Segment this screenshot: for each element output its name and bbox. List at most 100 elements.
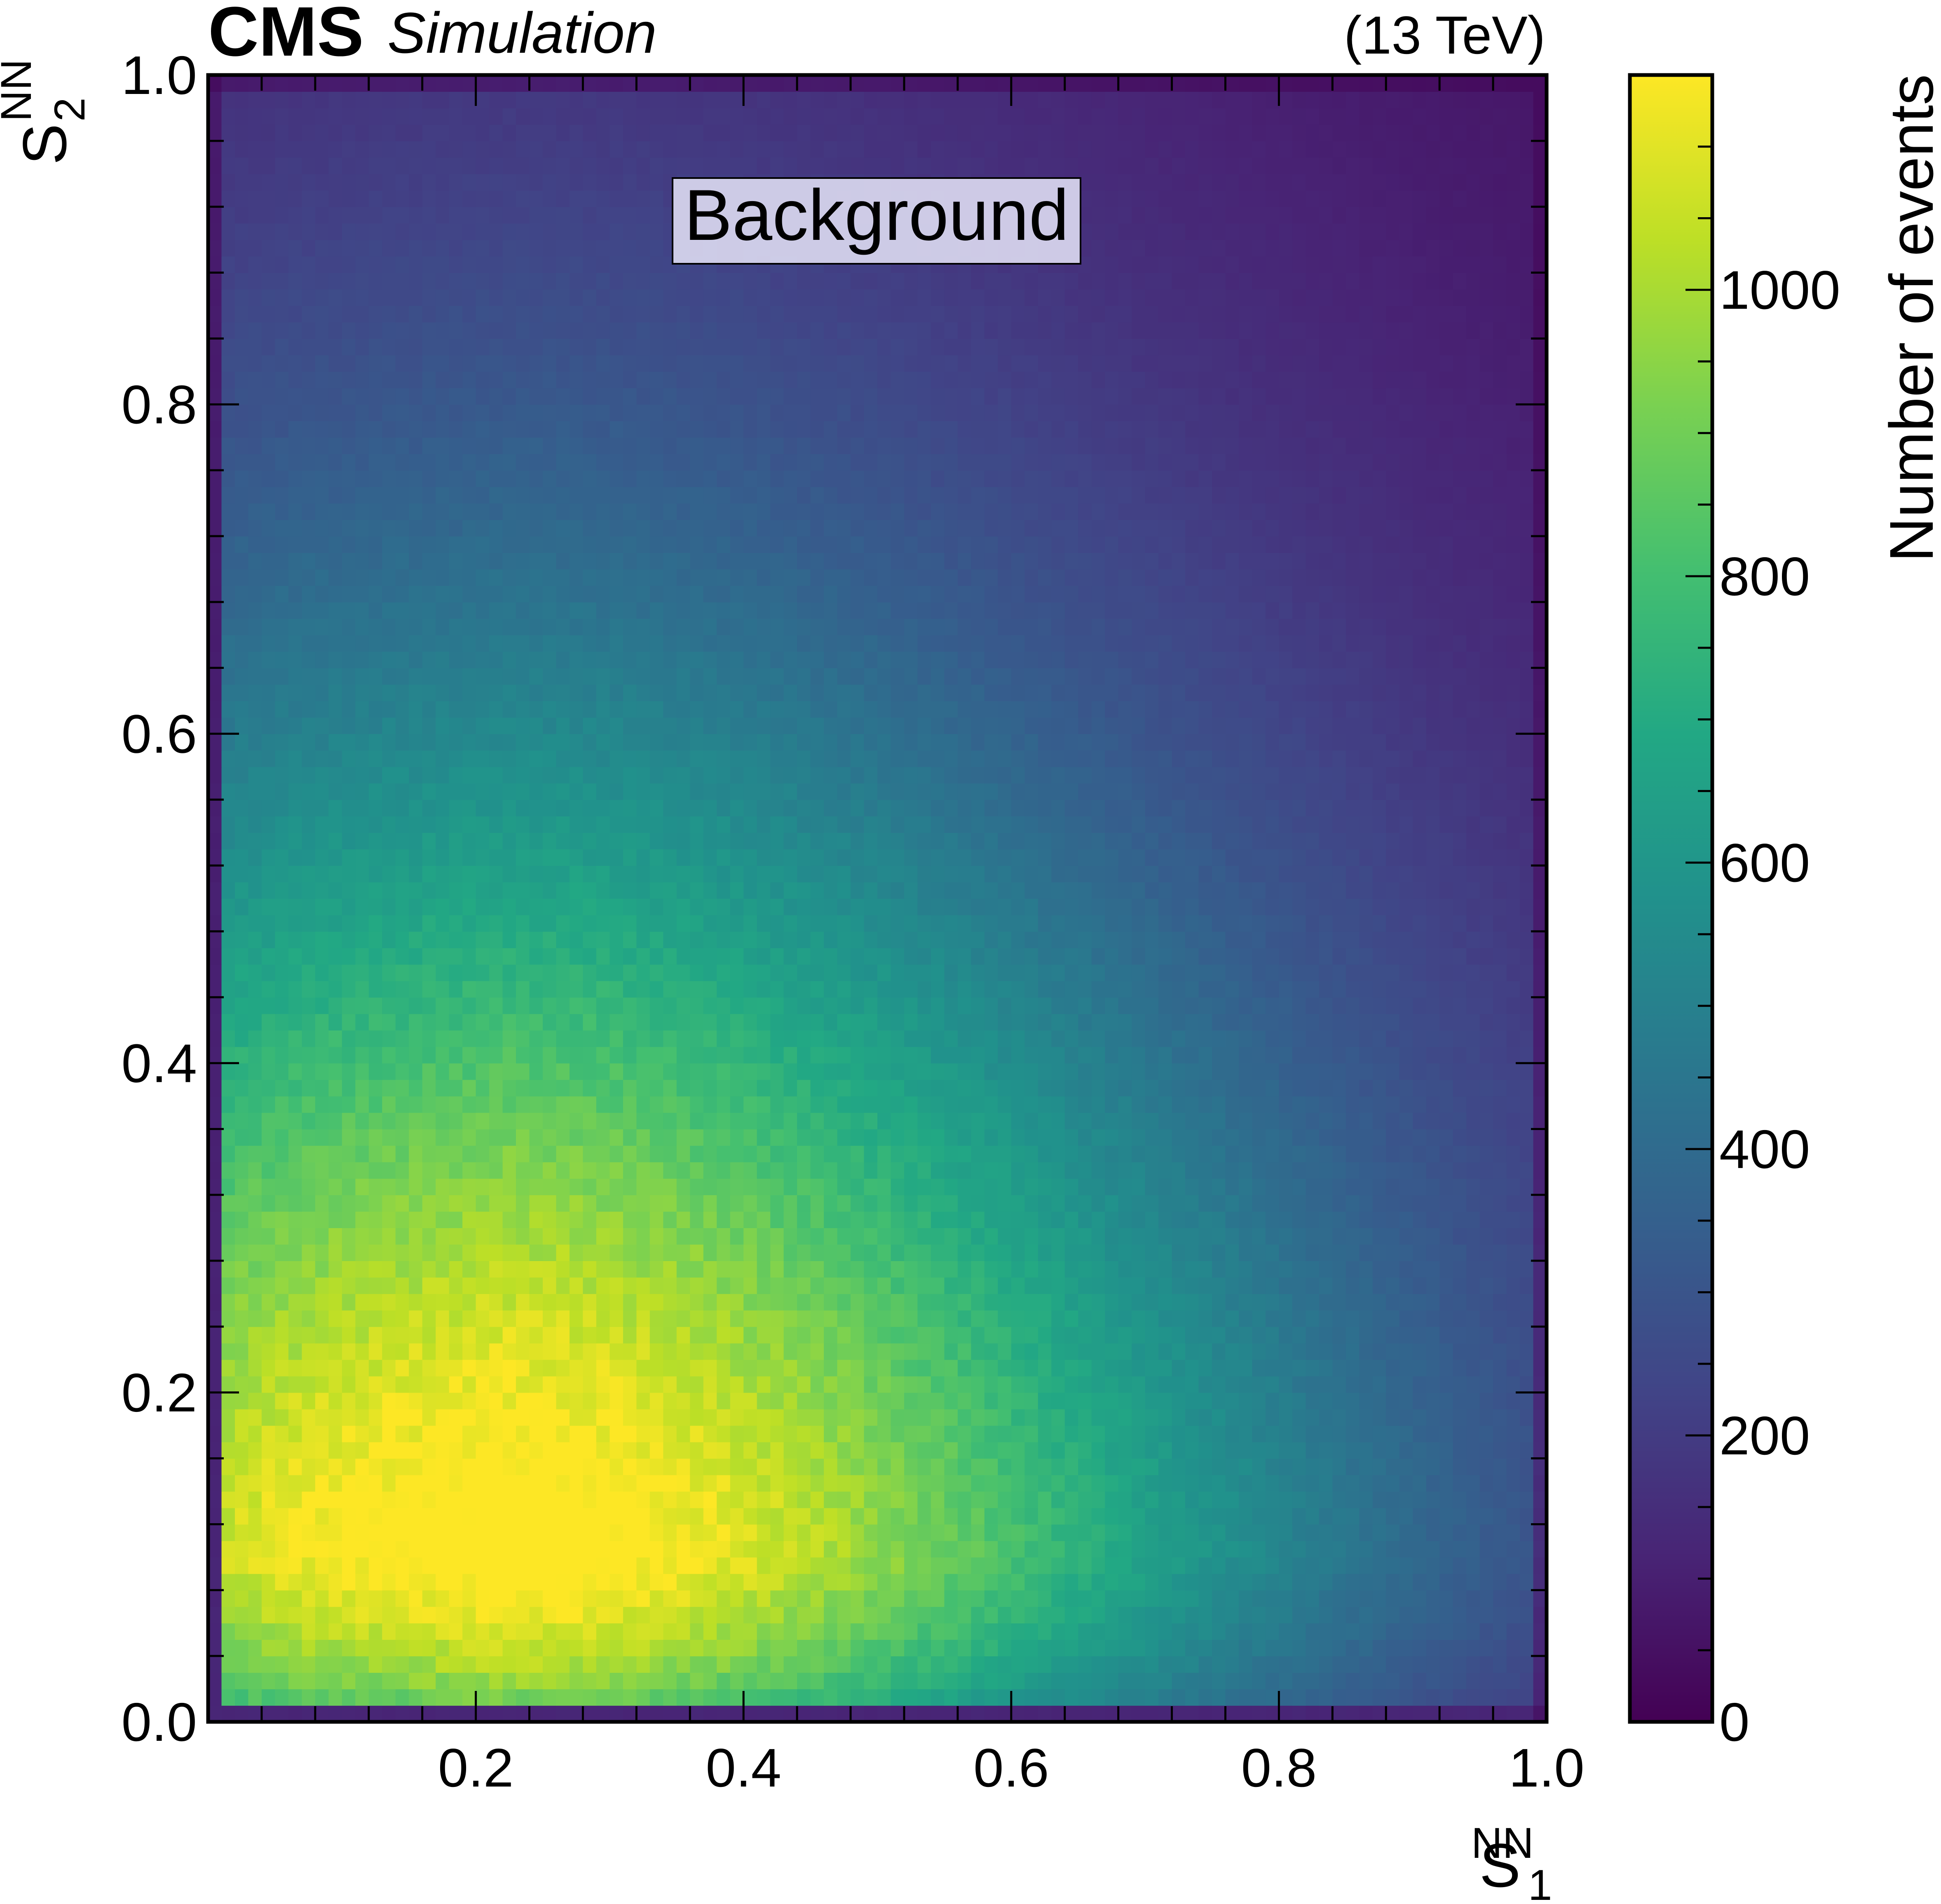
heatmap-cell [1533, 1376, 1547, 1393]
heatmap-cell [1292, 1046, 1306, 1064]
heatmap-cell [556, 931, 570, 948]
heatmap-cell [984, 1211, 999, 1228]
heatmap-cell [342, 1327, 356, 1344]
heatmap-cell [476, 1392, 490, 1409]
heatmap-cell [757, 1046, 771, 1064]
heatmap-cell [596, 980, 610, 998]
heatmap-cell [904, 1359, 918, 1376]
heatmap-cell [676, 1442, 691, 1459]
heatmap-cell [315, 1672, 329, 1689]
heatmap-cell [556, 1145, 570, 1163]
heatmap-cell [957, 1294, 972, 1311]
heatmap-cell [422, 1557, 436, 1574]
heatmap-cell [1466, 1129, 1480, 1146]
heatmap-cell [1426, 1129, 1440, 1146]
heatmap-cell [770, 1195, 784, 1212]
heatmap-cell [864, 898, 878, 915]
heatmap-cell [984, 1376, 999, 1393]
heatmap-cell [1158, 1046, 1172, 1064]
heatmap-cell [1346, 1392, 1360, 1409]
heatmap-cell [703, 931, 717, 948]
heatmap-cell [1306, 1458, 1320, 1475]
heatmap-cell [663, 1606, 677, 1624]
heatmap-cell [248, 1327, 262, 1344]
heatmap-cell [288, 947, 302, 965]
heatmap-cell [971, 1606, 985, 1624]
heatmap-cell [1386, 931, 1400, 948]
heatmap-cell [944, 1178, 958, 1196]
heatmap-cell [556, 980, 570, 998]
heatmap-cell [1306, 1063, 1320, 1080]
heatmap-cell [690, 1030, 704, 1047]
heatmap-cell [824, 1656, 838, 1673]
heatmap-cell [1172, 1013, 1186, 1031]
heatmap-cell [1051, 1689, 1065, 1706]
heatmap-cell [355, 1145, 369, 1163]
heatmap-cell [1265, 1112, 1280, 1130]
heatmap-cell [302, 1195, 316, 1212]
heatmap-cell [596, 1409, 610, 1426]
heatmap-cell [1132, 1392, 1146, 1409]
heatmap-cell [596, 1343, 610, 1360]
heatmap-cell [462, 1557, 476, 1574]
heatmap-cell [690, 1705, 704, 1722]
heatmap-cell [596, 1557, 610, 1574]
heatmap-cell [1426, 1475, 1440, 1492]
heatmap-cell [663, 1458, 677, 1475]
heatmap-cell [489, 1013, 503, 1031]
heatmap-cell [891, 1590, 905, 1607]
heatmap-cell [1533, 1277, 1547, 1294]
heatmap-cell [984, 1228, 999, 1245]
heatmap-cell [422, 964, 436, 981]
heatmap-cell [1359, 964, 1373, 981]
heatmap-cell [623, 1557, 637, 1574]
heatmap-cell [502, 1359, 516, 1376]
heatmap-cell [757, 1195, 771, 1212]
heatmap-cell [824, 1689, 838, 1706]
heatmap-cell [1145, 1228, 1159, 1245]
heatmap-cell [1132, 1376, 1146, 1393]
heatmap-cell [783, 1277, 797, 1294]
heatmap-cell [636, 1672, 650, 1689]
heatmap-cell [1024, 1491, 1038, 1508]
heatmap-cell [877, 1491, 891, 1508]
heatmap-cell [609, 1442, 624, 1459]
heatmap-cell [1306, 1557, 1320, 1574]
heatmap-cell [409, 1079, 423, 1097]
heatmap-cell [891, 1013, 905, 1031]
heatmap-cell [543, 931, 557, 948]
heatmap-cell [743, 1672, 757, 1689]
heatmap-cell [529, 1557, 543, 1574]
heatmap-cell [556, 1079, 570, 1097]
heatmap-cell [904, 1491, 918, 1508]
heatmap-cell [917, 1376, 931, 1393]
heatmap-cell [596, 1606, 610, 1624]
heatmap-cell [1359, 1343, 1373, 1360]
heatmap-cell [1105, 931, 1119, 948]
heatmap-cell [275, 1442, 289, 1459]
heatmap-cell [1279, 1145, 1293, 1163]
heatmap-cell [516, 1013, 530, 1031]
heatmap-cell [1533, 1063, 1547, 1080]
heatmap-cell [917, 1162, 931, 1179]
heatmap-cell [1466, 1573, 1480, 1591]
heatmap-cell [891, 1096, 905, 1113]
heatmap-cell [1533, 980, 1547, 998]
heatmap-cell [261, 1277, 276, 1294]
heatmap-cell [636, 1294, 650, 1311]
heatmap-cell [783, 1343, 797, 1360]
heatmap-cell [275, 898, 289, 915]
heatmap-cell [1198, 1376, 1212, 1393]
heatmap-cell [757, 1524, 771, 1541]
heatmap-cell [1493, 1178, 1507, 1196]
heatmap-cell [1506, 1458, 1520, 1475]
heatmap-cell [583, 1656, 597, 1673]
heatmap-cell [676, 1294, 691, 1311]
heatmap-cell [1520, 1310, 1534, 1327]
heatmap-cell [1493, 980, 1507, 998]
heatmap-cell [998, 1656, 1012, 1673]
heatmap-cell [1051, 931, 1065, 948]
heatmap-cell [1239, 1244, 1253, 1261]
heatmap-cell [1158, 1343, 1172, 1360]
heatmap-cell [944, 1409, 958, 1426]
